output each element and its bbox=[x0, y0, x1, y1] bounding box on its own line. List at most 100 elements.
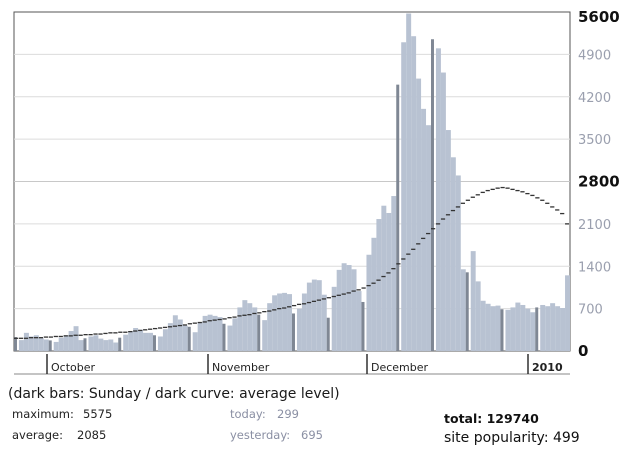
daily-bar bbox=[480, 300, 486, 351]
y-tick-label: 3500 bbox=[578, 133, 611, 148]
daily-bar bbox=[157, 336, 163, 351]
sunday-bar bbox=[500, 309, 504, 351]
maximum-label: maximum: bbox=[12, 407, 74, 421]
daily-bar bbox=[505, 309, 511, 351]
daily-bar bbox=[366, 254, 372, 351]
daily-bar bbox=[202, 315, 208, 351]
daily-bar bbox=[18, 340, 24, 351]
daily-bar bbox=[138, 329, 144, 351]
daily-bar bbox=[490, 306, 496, 351]
daily-bar bbox=[411, 36, 417, 352]
daily-bar bbox=[440, 72, 446, 351]
daily-bar bbox=[63, 335, 69, 351]
daily-bar bbox=[212, 315, 218, 351]
site-popularity: site popularity: 499 bbox=[444, 430, 580, 446]
daily-bar bbox=[162, 329, 168, 351]
daily-bar bbox=[68, 331, 74, 351]
daily-bar bbox=[371, 237, 377, 351]
y-tick-label: 5600 bbox=[578, 8, 620, 26]
legend-note: (dark bars: Sunday / dark curve: average… bbox=[8, 386, 340, 402]
daily-bar bbox=[450, 157, 456, 351]
sunday-bar bbox=[535, 307, 539, 351]
daily-bar bbox=[197, 321, 203, 351]
daily-bar bbox=[545, 306, 551, 351]
traffic-chart: 5600 4900 4200 3500 2800 2100 1400 700 0 October N… bbox=[13, 8, 620, 375]
daily-bar bbox=[475, 281, 481, 351]
sunday-bar bbox=[465, 272, 469, 351]
today-label: today: bbox=[230, 407, 266, 421]
daily-bar bbox=[435, 48, 441, 351]
daily-bar bbox=[530, 312, 536, 351]
total-count: total: 129740 bbox=[444, 411, 539, 426]
daily-bar bbox=[262, 320, 268, 351]
daily-bar bbox=[515, 302, 521, 351]
sunday-bar bbox=[326, 317, 330, 351]
daily-bar bbox=[277, 293, 283, 351]
daily-bar bbox=[406, 13, 412, 351]
daily-bar bbox=[143, 332, 149, 351]
daily-bar bbox=[455, 175, 461, 351]
x-tick-label: November bbox=[212, 361, 270, 374]
sunday-bar bbox=[222, 323, 226, 351]
yesterday-value: 695 bbox=[301, 428, 323, 442]
daily-bar bbox=[148, 332, 153, 351]
daily-bar bbox=[301, 293, 307, 351]
daily-bar bbox=[495, 305, 501, 351]
daily-bar bbox=[510, 307, 516, 351]
daily-bar bbox=[426, 125, 431, 351]
daily-bar bbox=[555, 306, 561, 351]
daily-bar bbox=[381, 205, 387, 351]
daily-bar bbox=[172, 315, 178, 351]
sunday-bar bbox=[187, 326, 191, 351]
daily-bar bbox=[123, 334, 129, 351]
y-tick-label: 2100 bbox=[578, 218, 611, 233]
sunday-bar bbox=[118, 337, 122, 351]
daily-bar bbox=[78, 340, 84, 351]
daily-bar bbox=[296, 308, 302, 352]
sunday-bar bbox=[292, 313, 295, 351]
y-tick-label: 0 bbox=[578, 342, 588, 360]
daily-bar bbox=[565, 275, 570, 351]
daily-bar bbox=[177, 319, 183, 351]
daily-bar bbox=[311, 279, 317, 351]
sunday-bar bbox=[153, 335, 156, 351]
daily-bar bbox=[306, 282, 312, 351]
y-tick-label: 2800 bbox=[578, 173, 620, 191]
y-tick-label: 700 bbox=[578, 303, 603, 318]
daily-bar bbox=[247, 303, 253, 351]
daily-bar bbox=[33, 335, 39, 351]
x-tick-label: October bbox=[51, 361, 95, 374]
daily-bar bbox=[28, 336, 34, 351]
daily-bar bbox=[331, 286, 337, 351]
sunday-bar bbox=[14, 337, 17, 351]
daily-bar bbox=[207, 314, 213, 351]
daily-bar bbox=[237, 307, 243, 351]
daily-bar bbox=[282, 292, 288, 351]
daily-bar bbox=[232, 318, 238, 351]
daily-bar bbox=[560, 308, 566, 351]
daily-bar bbox=[550, 303, 556, 351]
daily-bar bbox=[192, 332, 198, 351]
daily-bar bbox=[252, 307, 258, 351]
daily-bar bbox=[351, 269, 357, 351]
daily-bar bbox=[133, 328, 139, 351]
daily-bar bbox=[341, 263, 347, 351]
daily-bar bbox=[182, 325, 188, 351]
sunday-bar bbox=[83, 338, 87, 351]
daily-bar bbox=[520, 304, 526, 351]
daily-bar bbox=[386, 212, 392, 351]
daily-bar bbox=[391, 196, 397, 351]
daily-bar bbox=[167, 323, 173, 351]
daily-bar bbox=[272, 295, 278, 351]
daily-bar bbox=[376, 219, 382, 351]
x-tick-label: December bbox=[371, 361, 429, 374]
sunday-bar bbox=[257, 314, 261, 351]
daily-bar bbox=[321, 294, 327, 351]
daily-bar bbox=[108, 339, 114, 351]
daily-bar bbox=[73, 326, 79, 351]
daily-bar bbox=[540, 304, 546, 351]
sunday-bar bbox=[361, 301, 365, 351]
y-tick-label: 4900 bbox=[578, 48, 611, 63]
x-tick-label: 2010 bbox=[532, 361, 563, 374]
